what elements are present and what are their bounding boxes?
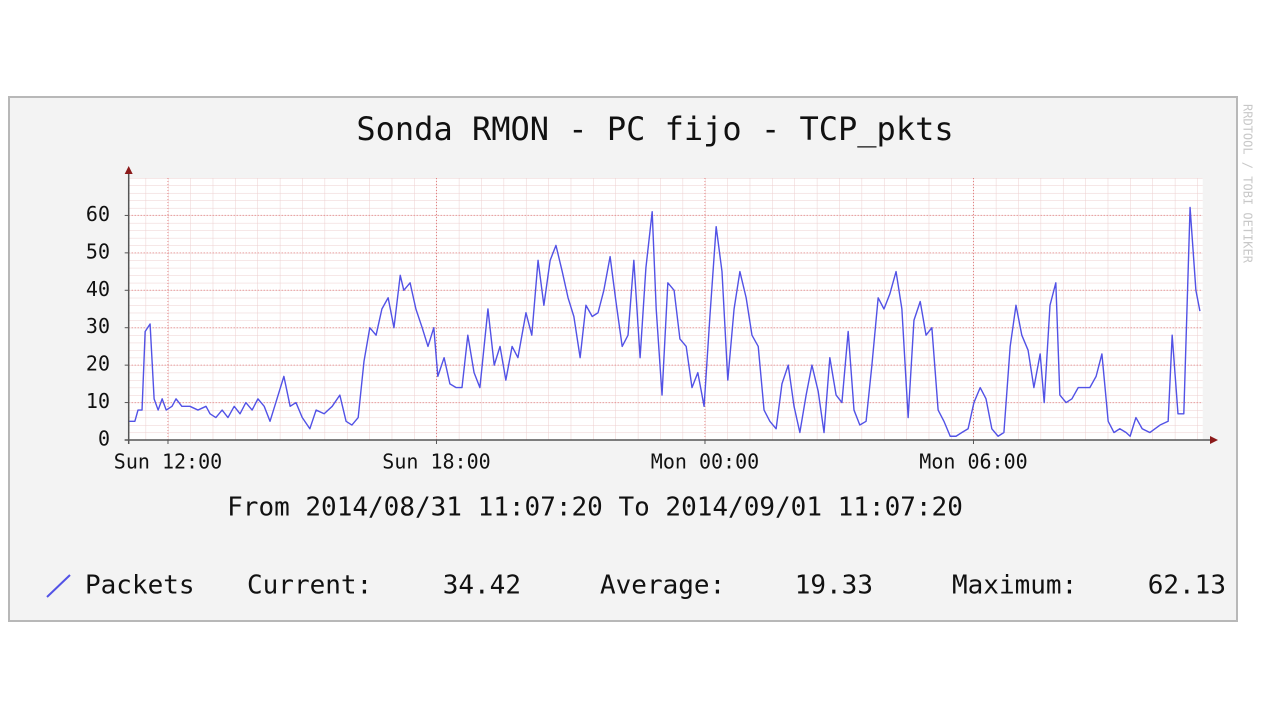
- data-line: [128, 206, 1201, 437]
- y-tick-label: 20: [86, 352, 110, 376]
- minor-grid: [128, 178, 1203, 440]
- stat-value: 19.33: [795, 571, 873, 601]
- y-tick-label: 40: [86, 277, 110, 301]
- x-axis-arrow: [1210, 436, 1218, 444]
- y-tick-label: 0: [98, 427, 110, 451]
- legend-swatch: [46, 574, 71, 598]
- chart-title: Sonda RMON - PC fijo - TCP_pkts: [356, 110, 953, 148]
- x-tick-label: Mon 06:00: [919, 450, 1027, 474]
- stat-label: Maximum:: [952, 571, 1077, 601]
- stat-label: Current:: [247, 571, 372, 601]
- x-tick-label: Sun 12:00: [114, 450, 222, 474]
- y-tick-label: 50: [86, 239, 110, 263]
- x-tick-label: Mon 00:00: [651, 450, 759, 474]
- y-axis-arrow: [124, 166, 133, 174]
- watermark: RRDTOOL / TOBI OETIKER: [1241, 104, 1255, 264]
- stat-value: 34.42: [443, 571, 521, 601]
- stat-label: Average:: [600, 571, 725, 601]
- y-tick-label: 10: [86, 389, 110, 413]
- legend-label: Packets: [85, 571, 195, 601]
- x-tick-label: Sun 18:00: [382, 450, 490, 474]
- time-range: From 2014/08/31 11:07:20 To 2014/09/01 1…: [227, 493, 963, 523]
- y-tick-label: 30: [86, 314, 110, 338]
- stat-value: 62.13: [1148, 571, 1226, 601]
- y-tick-label: 60: [86, 202, 110, 226]
